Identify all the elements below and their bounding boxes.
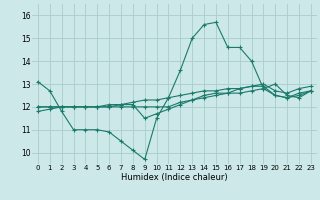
X-axis label: Humidex (Indice chaleur): Humidex (Indice chaleur) [121,173,228,182]
